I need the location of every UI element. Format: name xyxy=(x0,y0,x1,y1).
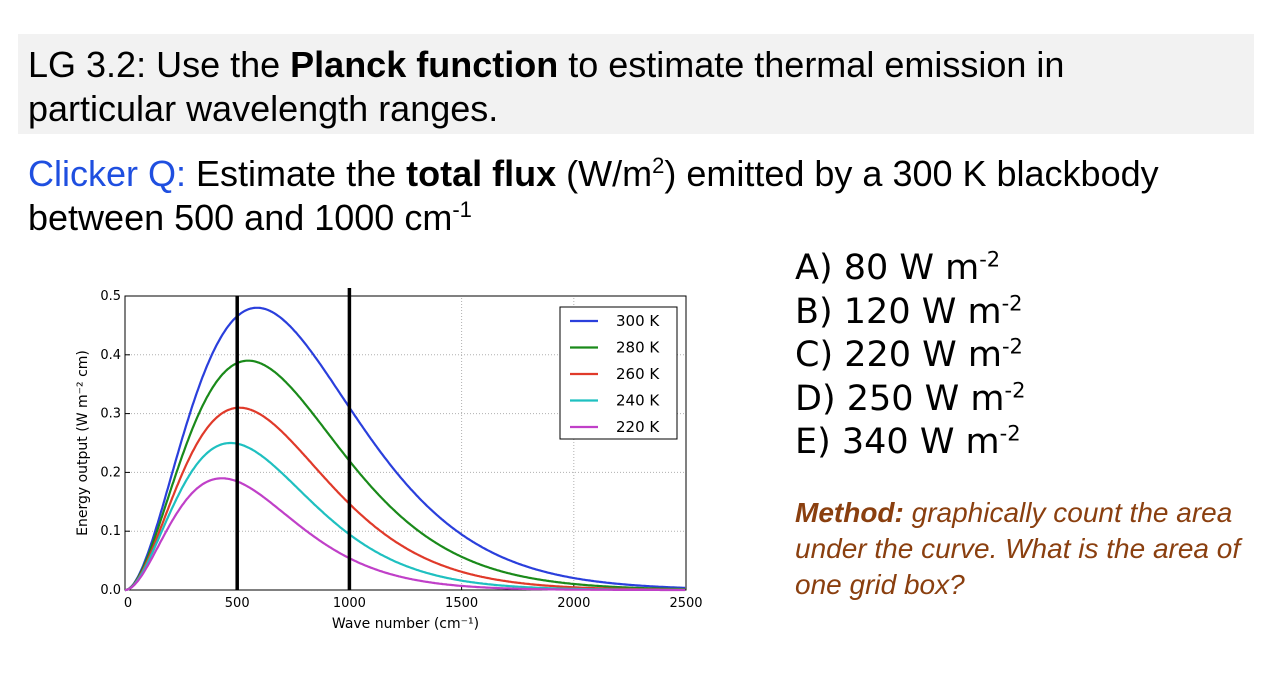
legend-label: 260 K xyxy=(616,365,660,383)
x-axis-label: Wave number (cm⁻¹) xyxy=(332,616,479,632)
x-tick-label: 500 xyxy=(225,596,250,611)
answer-c[interactable]: C) 220 W m-2 xyxy=(795,334,1025,378)
y-tick-label: 0.3 xyxy=(100,407,121,422)
answer-a-sup: -2 xyxy=(979,247,1001,272)
question-text-1: Estimate the xyxy=(186,153,407,194)
legend-box xyxy=(559,306,678,440)
series-line-240k xyxy=(125,441,686,592)
method-text: graphically count the area under the cur… xyxy=(795,497,1241,600)
x-tick-label: 1000 xyxy=(333,596,366,611)
learning-goal-bold: Planck function xyxy=(290,44,559,85)
y-tick-label: 0.1 xyxy=(100,524,121,539)
question-text-2: (W/m xyxy=(556,153,653,194)
answer-choices: A) 80 W m-2 B) 120 W m-2 C) 220 W m-2 D)… xyxy=(795,247,1025,465)
answer-e-sup: -2 xyxy=(999,421,1021,446)
x-tick-label: 0 xyxy=(124,596,132,611)
question-sup-1: 2 xyxy=(652,153,665,178)
answer-d-sup: -2 xyxy=(1004,377,1026,402)
learning-goal-prefix: LG 3.2: Use the xyxy=(28,44,291,85)
series-line-300k xyxy=(125,306,686,592)
answer-c-text: C) 220 W m xyxy=(795,335,1002,375)
answer-b-sup: -2 xyxy=(1001,290,1023,315)
clicker-question-line2: between 500 and 1000 cm-1 xyxy=(28,196,472,240)
question-bold: total flux xyxy=(406,153,557,194)
learning-goal-suffix: to estimate thermal emission in xyxy=(558,44,1065,85)
series-line-280k xyxy=(125,359,686,592)
question-text-line2: between 500 and 1000 cm xyxy=(28,197,453,238)
answer-a-text: A) 80 W m xyxy=(795,248,980,288)
series-line-260k xyxy=(125,406,686,592)
y-tick-label: 0.0 xyxy=(100,583,121,598)
legend-label: 220 K xyxy=(616,418,660,436)
series-line-220k xyxy=(125,477,686,592)
answer-c-sup: -2 xyxy=(1001,334,1023,359)
method-note: Method: graphically count the area under… xyxy=(795,495,1255,603)
learning-goal-banner xyxy=(18,34,1254,134)
planck-chart: 0 500 1000 1500 2000 2500 0.0 0.1 0.2 0.3 0.4 0.5 Wa… xyxy=(75,288,703,632)
y-tick-label: 0.5 xyxy=(100,289,121,304)
learning-goal-line1: LG 3.2: Use the Planck function to estim… xyxy=(28,43,1064,87)
legend-label: 300 K xyxy=(616,312,660,330)
y-axis-label: Energy output (W m⁻² cm) xyxy=(75,350,91,536)
answer-e-text: E) 340 W m xyxy=(795,422,1000,462)
answer-e[interactable]: E) 340 W m-2 xyxy=(795,421,1025,465)
legend-label: 280 K xyxy=(616,339,660,357)
question-text-3: ) emitted by a 300 K blackbody xyxy=(664,153,1159,194)
answer-b[interactable]: B) 120 W m-2 xyxy=(795,291,1025,335)
x-tick-label: 2500 xyxy=(669,596,702,611)
clicker-question-line1: Clicker Q: Estimate the total flux (W/m2… xyxy=(28,152,1159,196)
y-tick-label: 0.2 xyxy=(100,465,121,480)
clicker-label: Clicker Q: xyxy=(28,153,187,194)
answer-a[interactable]: A) 80 W m-2 xyxy=(795,247,1025,291)
plot-frame xyxy=(124,295,687,591)
y-tick-label: 0.4 xyxy=(100,348,121,363)
answer-b-text: B) 120 W m xyxy=(795,291,1002,332)
legend-label: 240 K xyxy=(616,392,660,410)
learning-goal-line2: particular wavelength ranges. xyxy=(28,88,499,129)
x-tick-label: 2000 xyxy=(557,596,590,611)
method-label: Method: xyxy=(795,497,904,528)
question-sup-2: -1 xyxy=(452,197,472,222)
answer-d-text: D) 250 W m xyxy=(795,378,1005,419)
x-tick-label: 1500 xyxy=(445,596,478,611)
answer-d[interactable]: D) 250 W m-2 xyxy=(795,378,1025,422)
